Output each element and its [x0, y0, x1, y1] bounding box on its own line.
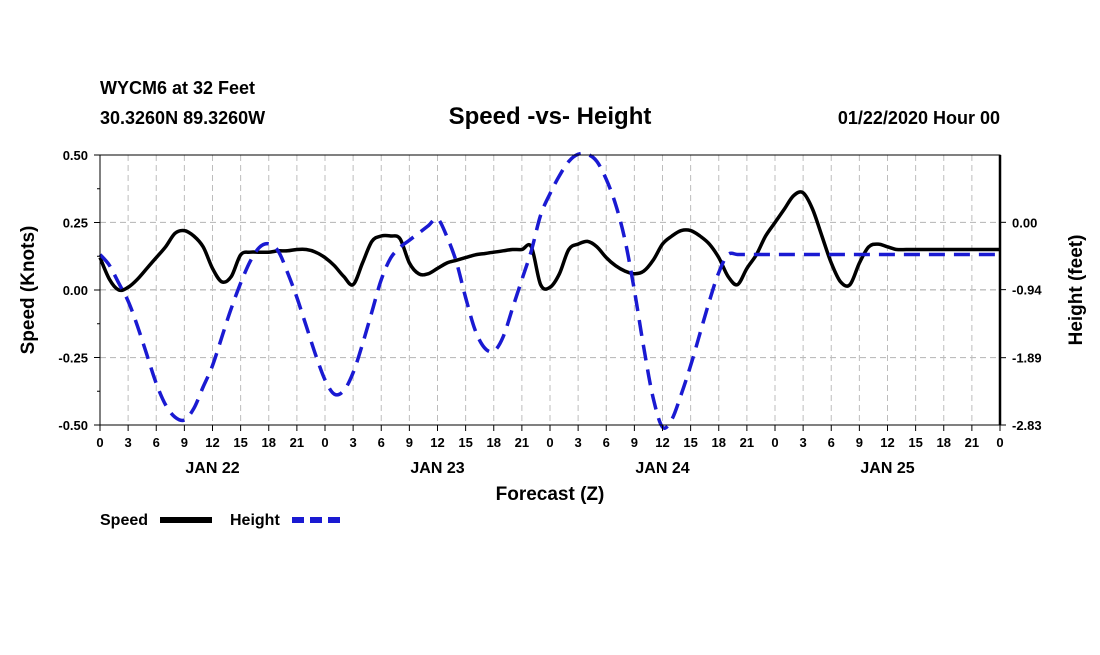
chart-title: Speed -vs- Height: [449, 103, 652, 130]
y-left-tick-label: 0.50: [63, 148, 88, 163]
legend-height-label: Height: [230, 512, 280, 529]
x-tick-label: 6: [603, 435, 610, 450]
day-label: JAN 24: [635, 460, 689, 477]
x-tick-label: 0: [996, 435, 1003, 450]
day-label: JAN 25: [860, 460, 914, 477]
x-tick-label: 21: [515, 435, 529, 450]
y-left-tick-label: 0.00: [63, 283, 88, 298]
y-left-tick-label: 0.25: [63, 216, 88, 231]
x-tick-label: 6: [378, 435, 385, 450]
x-tick-label: 0: [546, 435, 553, 450]
series-speed-line: [98, 190, 1000, 293]
x-tick-label: 3: [350, 435, 357, 450]
y-right-tick-label: -1.89: [1012, 351, 1042, 366]
series-layer: [98, 151, 1000, 430]
x-tick-label: 9: [406, 435, 413, 450]
y-axis-right-title: Height (feet): [1066, 235, 1087, 346]
x-tick-label: 6: [828, 435, 835, 450]
x-tick-label: 15: [458, 435, 472, 450]
series-height-line: [98, 151, 1000, 430]
x-tick-label: 12: [655, 435, 669, 450]
x-tick-label: 9: [856, 435, 863, 450]
x-tick-label: 9: [181, 435, 188, 450]
y-right-tick-label: 0.00: [1012, 215, 1037, 230]
day-label: JAN 22: [185, 460, 239, 477]
x-tick-label: 12: [880, 435, 894, 450]
x-tick-label: 6: [153, 435, 160, 450]
x-tick-label: 15: [683, 435, 697, 450]
x-tick-label: 21: [740, 435, 754, 450]
x-tick-label: 0: [771, 435, 778, 450]
coords-label: 30.3260N 89.3260W: [100, 108, 265, 128]
x-tick-label: 18: [262, 435, 276, 450]
day-label: JAN 23: [410, 460, 464, 477]
x-tick-label: 15: [233, 435, 247, 450]
x-tick-label: 18: [712, 435, 726, 450]
y-axis-left-title: Speed (Knots): [18, 226, 39, 355]
x-tick-label: 18: [937, 435, 951, 450]
x-tick-label: 21: [965, 435, 979, 450]
station-label: WYCM6 at 32 Feet: [100, 78, 255, 98]
x-tick-label: 12: [205, 435, 219, 450]
x-tick-label: 3: [125, 435, 132, 450]
y-right-tick-label: -0.94: [1012, 283, 1042, 298]
y-right-tick-label: -2.83: [1012, 418, 1042, 433]
datetime-label: 01/22/2020 Hour 00: [838, 108, 1000, 128]
legend: Speed Height: [100, 512, 342, 529]
x-axis-title: Forecast (Z): [496, 484, 605, 505]
axes: 0 3 6 9 12 15 18 21 0 3 6 9 12 15 18 21 0 3 6 9 12 15 18 21 0 3 6 9…: [58, 148, 1042, 477]
x-tick-label: 12: [430, 435, 444, 450]
x-tick-label: 21: [290, 435, 304, 450]
x-tick-label: 0: [96, 435, 103, 450]
x-tick-label: 18: [487, 435, 501, 450]
legend-speed-label: Speed: [100, 512, 148, 529]
x-tick-label: 0: [321, 435, 328, 450]
x-tick-label: 9: [631, 435, 638, 450]
x-tick-label: 3: [800, 435, 807, 450]
y-left-tick-label: -0.25: [58, 351, 88, 366]
y-left-tick-label: -0.50: [58, 418, 88, 433]
x-tick-label: 15: [908, 435, 922, 450]
x-tick-label: 3: [575, 435, 582, 450]
